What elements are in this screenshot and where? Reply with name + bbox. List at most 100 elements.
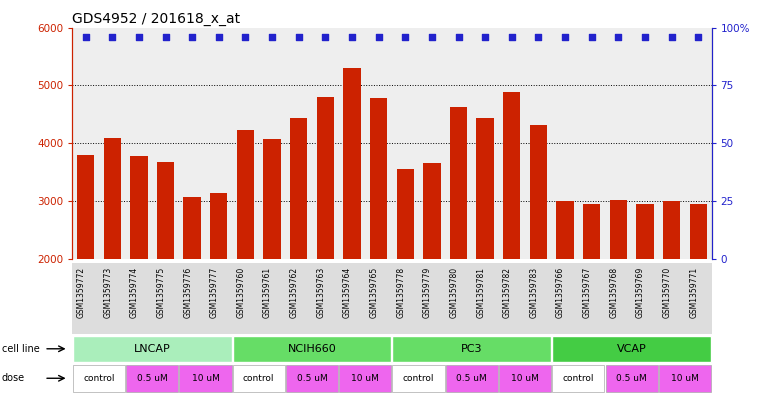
- Bar: [552, 365, 604, 391]
- Bar: [370, 97, 387, 259]
- Bar: [237, 130, 254, 259]
- Point: [586, 34, 598, 40]
- Text: GSM1359769: GSM1359769: [636, 267, 645, 318]
- Bar: [183, 197, 201, 259]
- Bar: [476, 118, 494, 259]
- Bar: [530, 125, 547, 259]
- Point: [373, 34, 385, 40]
- Point: [400, 34, 412, 40]
- Text: GSM1359774: GSM1359774: [130, 267, 139, 318]
- Point: [213, 34, 225, 40]
- Text: GSM1359783: GSM1359783: [530, 267, 539, 318]
- Text: GSM1359766: GSM1359766: [556, 267, 565, 318]
- Text: GSM1359777: GSM1359777: [210, 267, 219, 318]
- Bar: [290, 118, 307, 259]
- Text: control: control: [403, 374, 435, 383]
- Bar: [583, 204, 600, 259]
- Bar: [552, 336, 711, 362]
- Point: [533, 34, 545, 40]
- Text: control: control: [562, 374, 594, 383]
- Bar: [636, 204, 654, 259]
- Point: [320, 34, 332, 40]
- Bar: [180, 365, 231, 391]
- Text: GSM1359779: GSM1359779: [423, 267, 432, 318]
- Point: [107, 34, 119, 40]
- Point: [559, 34, 571, 40]
- Bar: [233, 365, 285, 391]
- Text: 0.5 uM: 0.5 uM: [616, 374, 647, 383]
- Point: [266, 34, 279, 40]
- Text: GSM1359780: GSM1359780: [450, 267, 459, 318]
- Point: [453, 34, 465, 40]
- Text: GSM1359778: GSM1359778: [396, 267, 406, 318]
- Text: 0.5 uM: 0.5 uM: [457, 374, 487, 383]
- Bar: [499, 365, 551, 391]
- Text: 0.5 uM: 0.5 uM: [137, 374, 167, 383]
- Text: VCAP: VCAP: [616, 344, 647, 354]
- Text: GSM1359762: GSM1359762: [290, 267, 299, 318]
- Bar: [503, 92, 521, 259]
- Bar: [73, 365, 125, 391]
- Text: GSM1359760: GSM1359760: [237, 267, 246, 318]
- Bar: [396, 169, 414, 259]
- Text: LNCAP: LNCAP: [134, 344, 170, 354]
- Text: GSM1359763: GSM1359763: [317, 267, 326, 318]
- Text: GSM1359771: GSM1359771: [689, 267, 699, 318]
- Text: control: control: [83, 374, 115, 383]
- Bar: [103, 138, 121, 259]
- Text: dose: dose: [2, 373, 24, 383]
- Bar: [126, 365, 178, 391]
- Text: 10 uM: 10 uM: [671, 374, 699, 383]
- Text: GSM1359772: GSM1359772: [77, 267, 86, 318]
- Point: [612, 34, 624, 40]
- Text: GSM1359781: GSM1359781: [476, 267, 486, 318]
- Bar: [423, 163, 441, 259]
- Point: [693, 34, 705, 40]
- Bar: [233, 336, 391, 362]
- Text: GSM1359770: GSM1359770: [663, 267, 672, 318]
- Bar: [556, 201, 574, 259]
- Point: [639, 34, 651, 40]
- Bar: [659, 365, 711, 391]
- Bar: [343, 68, 361, 259]
- Text: 0.5 uM: 0.5 uM: [297, 374, 327, 383]
- Point: [666, 34, 678, 40]
- Text: GSM1359775: GSM1359775: [157, 267, 166, 318]
- Bar: [73, 336, 231, 362]
- Bar: [393, 336, 551, 362]
- Bar: [393, 365, 444, 391]
- Text: GSM1359768: GSM1359768: [610, 267, 618, 318]
- Point: [426, 34, 438, 40]
- Bar: [339, 365, 391, 391]
- Bar: [606, 365, 658, 391]
- Bar: [77, 155, 94, 259]
- Text: GSM1359782: GSM1359782: [503, 267, 512, 318]
- Point: [160, 34, 172, 40]
- Text: GDS4952 / 201618_x_at: GDS4952 / 201618_x_at: [72, 11, 240, 26]
- Bar: [610, 200, 627, 259]
- Text: 10 uM: 10 uM: [192, 374, 219, 383]
- Point: [133, 34, 145, 40]
- Point: [346, 34, 358, 40]
- Bar: [663, 201, 680, 259]
- Text: GSM1359773: GSM1359773: [103, 267, 113, 318]
- Point: [293, 34, 305, 40]
- Bar: [286, 365, 338, 391]
- Bar: [263, 140, 281, 259]
- Bar: [157, 162, 174, 259]
- Bar: [130, 156, 148, 259]
- Point: [186, 34, 199, 40]
- Bar: [450, 107, 467, 259]
- Bar: [446, 365, 498, 391]
- Point: [479, 34, 492, 40]
- Bar: [317, 97, 334, 259]
- Bar: [210, 193, 228, 259]
- Text: control: control: [243, 374, 275, 383]
- Point: [240, 34, 252, 40]
- Text: GSM1359776: GSM1359776: [183, 267, 193, 318]
- Text: 10 uM: 10 uM: [511, 374, 539, 383]
- Text: GSM1359765: GSM1359765: [370, 267, 379, 318]
- Text: GSM1359764: GSM1359764: [343, 267, 352, 318]
- Bar: [689, 204, 707, 259]
- Text: 10 uM: 10 uM: [352, 374, 379, 383]
